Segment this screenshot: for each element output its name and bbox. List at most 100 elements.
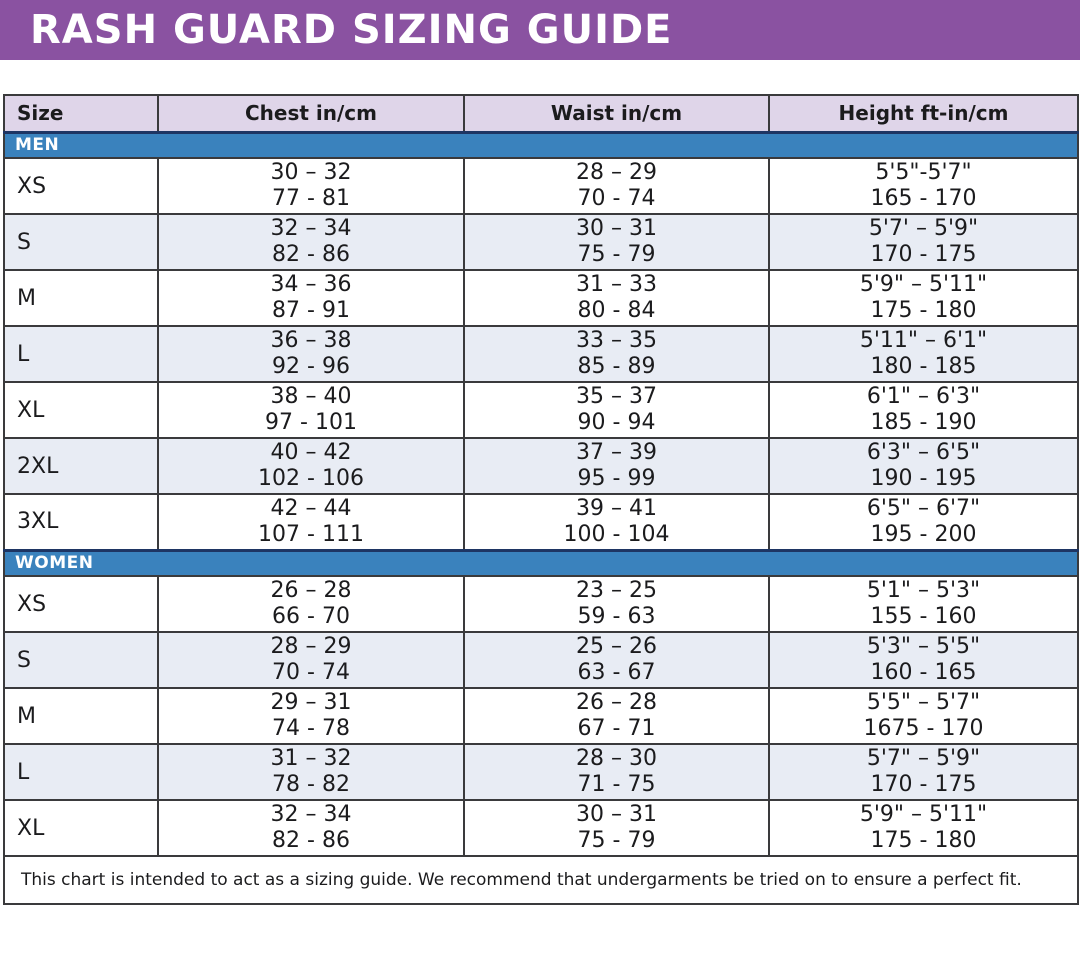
chest-range-line: 40 – 42: [270, 440, 352, 465]
chest-range-line: 66 - 70: [272, 604, 350, 629]
waist-cell: 23 – 25 59 - 63: [463, 575, 770, 633]
waist-range-line: 85 - 89: [577, 354, 656, 379]
height-range-line: 180 - 185: [870, 354, 977, 379]
size-cell: L: [3, 325, 159, 383]
table-row: S 32 – 34 82 - 86 30 – 31 75 - 79 5'7' – 5'9"…: [3, 213, 1079, 271]
chest-range-line: 30 – 32: [270, 160, 352, 185]
waist-range-line: 35 – 37: [576, 384, 657, 409]
waist-range-line: 28 – 29: [576, 160, 657, 185]
height-range-line: 170 - 175: [870, 242, 977, 267]
table-row: 3XL 42 – 44 107 - 111 39 – 41 100 - 104 6'5" …: [3, 493, 1079, 551]
height-range-line: 5'9" – 5'11": [859, 272, 988, 297]
size-cell: XL: [3, 381, 159, 439]
chest-range-line: 78 - 82: [272, 772, 350, 797]
waist-range-line: 80 - 84: [577, 298, 656, 323]
height-range-line: 5'3" – 5'5": [866, 634, 981, 659]
chest-range-line: 32 – 34: [270, 802, 352, 827]
section-label: WOMEN: [3, 548, 1079, 577]
chest-range-line: 42 – 44: [270, 495, 352, 521]
table-body: MEN XS 30 – 32 77 - 81 28 – 29 70 - 74 5'5"-5'…: [3, 130, 1079, 857]
height-range-line: 175 - 180: [870, 828, 977, 853]
size-cell: M: [3, 269, 159, 327]
waist-cell: 39 – 41 100 - 104: [463, 493, 770, 551]
waist-range-line: 100 - 104: [563, 521, 670, 547]
chest-range-line: 92 - 96: [272, 354, 350, 379]
height-range-line: 155 - 160: [870, 604, 977, 629]
chest-cell: 28 – 29 70 - 74: [157, 631, 465, 689]
chest-range-line: 107 - 111: [258, 521, 364, 547]
height-range-line: 185 - 190: [870, 410, 977, 435]
waist-range-line: 30 – 31: [576, 216, 657, 241]
height-cell: 5'7' – 5'9" 170 - 175: [768, 213, 1079, 271]
chest-cell: 34 – 36 87 - 91: [157, 269, 465, 327]
size-cell: L: [3, 743, 159, 801]
chest-range-line: 36 – 38: [270, 328, 352, 353]
chest-range-line: 87 - 91: [272, 298, 350, 323]
waist-cell: 26 – 28 67 - 71: [463, 687, 770, 745]
height-cell: 6'1" – 6'3" 185 - 190: [768, 381, 1079, 439]
table-row: S 28 – 29 70 - 74 25 – 26 63 - 67 5'3" – 5'5"…: [3, 631, 1079, 689]
size-cell: XL: [3, 799, 159, 857]
size-cell: XS: [3, 157, 159, 215]
height-cell: 5'3" – 5'5" 160 - 165: [768, 631, 1079, 689]
waist-range-line: 37 – 39: [576, 440, 657, 465]
waist-range-line: 59 - 63: [577, 604, 656, 629]
table-row: 2XL 40 – 42 102 - 106 37 – 39 95 - 99 6'3" – …: [3, 437, 1079, 495]
size-cell: M: [3, 687, 159, 745]
waist-range-line: 90 - 94: [577, 410, 656, 435]
chest-range-line: 29 – 31: [270, 690, 352, 715]
size-cell: XS: [3, 575, 159, 633]
sizing-table: Size Chest in/cm Waist in/cm Height ft-i…: [3, 94, 1079, 905]
waist-cell: 30 – 31 75 - 79: [463, 213, 770, 271]
height-range-line: 5'1" – 5'3": [866, 578, 981, 603]
col-header-height: Height ft-in/cm: [768, 94, 1079, 133]
height-range-line: 5'9" – 5'11": [859, 802, 988, 827]
table-row: M 29 – 31 74 - 78 26 – 28 67 - 71 5'5" – 5'7"…: [3, 687, 1079, 745]
col-header-waist: Waist in/cm: [463, 94, 770, 133]
chest-range-line: 102 - 106: [258, 466, 364, 491]
waist-cell: 33 – 35 85 - 89: [463, 325, 770, 383]
waist-range-line: 33 – 35: [576, 328, 657, 353]
height-range-line: 170 - 175: [870, 772, 977, 797]
table-row: XL 38 – 40 97 - 101 35 – 37 90 - 94 6'1" – 6'…: [3, 381, 1079, 439]
height-cell: 5'9" – 5'11" 175 - 180: [768, 799, 1079, 857]
section-header-men: MEN: [3, 130, 1079, 159]
waist-cell: 37 – 39 95 - 99: [463, 437, 770, 495]
column-header-row: Size Chest in/cm Waist in/cm Height ft-i…: [3, 94, 1079, 133]
chest-range-line: 38 – 40: [270, 384, 352, 409]
size-cell: S: [3, 213, 159, 271]
chest-cell: 32 – 34 82 - 86: [157, 799, 465, 857]
height-range-line: 190 - 195: [870, 466, 977, 491]
page-title: RASH GUARD SIZING GUIDE: [30, 7, 673, 53]
size-cell: 2XL: [3, 437, 159, 495]
height-range-line: 6'5" – 6'7": [866, 495, 981, 521]
waist-cell: 28 – 30 71 - 75: [463, 743, 770, 801]
height-range-line: 195 - 200: [870, 521, 977, 547]
height-cell: 6'5" – 6'7" 195 - 200: [768, 493, 1079, 551]
footnote: This chart is intended to act as a sizin…: [3, 855, 1079, 905]
height-cell: 5'9" – 5'11" 175 - 180: [768, 269, 1079, 327]
waist-range-line: 67 - 71: [577, 716, 656, 741]
footnote-row: This chart is intended to act as a sizin…: [3, 855, 1079, 905]
size-cell: 3XL: [3, 493, 159, 551]
waist-cell: 35 – 37 90 - 94: [463, 381, 770, 439]
table-row: L 31 – 32 78 - 82 28 – 30 71 - 75 5'7" – 5'9"…: [3, 743, 1079, 801]
section-header-women: WOMEN: [3, 548, 1079, 577]
chest-range-line: 97 - 101: [265, 410, 357, 435]
chest-range-line: 70 - 74: [272, 660, 350, 685]
table-row: XL 32 – 34 82 - 86 30 – 31 75 - 79 5'9" – 5'1…: [3, 799, 1079, 857]
chest-cell: 29 – 31 74 - 78: [157, 687, 465, 745]
col-header-size: Size: [3, 94, 159, 133]
chest-range-line: 31 – 32: [270, 746, 352, 771]
chest-cell: 26 – 28 66 - 70: [157, 575, 465, 633]
chest-cell: 40 – 42 102 - 106: [157, 437, 465, 495]
col-header-chest: Chest in/cm: [157, 94, 465, 133]
height-range-line: 6'3" – 6'5": [866, 440, 981, 465]
chest-cell: 32 – 34 82 - 86: [157, 213, 465, 271]
height-cell: 5'11" – 6'1" 180 - 185: [768, 325, 1079, 383]
height-cell: 6'3" – 6'5" 190 - 195: [768, 437, 1079, 495]
waist-range-line: 30 – 31: [576, 802, 657, 827]
height-range-line: 5'11" – 6'1": [859, 328, 988, 353]
chest-range-line: 74 - 78: [272, 716, 350, 741]
waist-cell: 31 – 33 80 - 84: [463, 269, 770, 327]
